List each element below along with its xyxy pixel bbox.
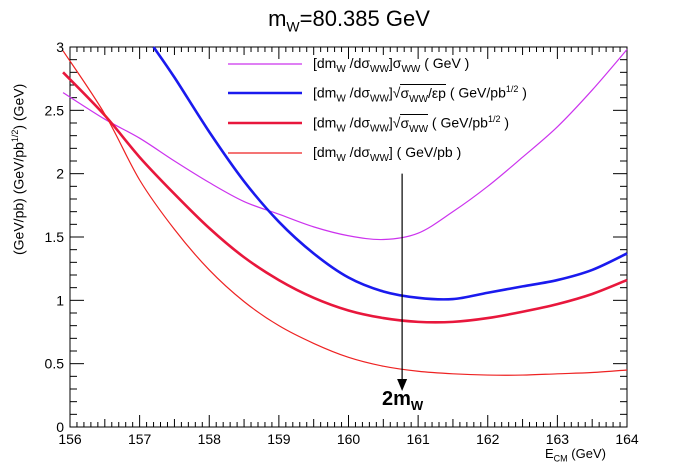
- x-tick-label: 157: [128, 431, 152, 447]
- x-tick-label: 163: [546, 431, 570, 447]
- legend-entry-sqrt-sigma: [dmW /dσWW]√σWW ( GeV/pb1/2 ): [313, 113, 510, 135]
- y-axis-label: (GeV/pb) (GeV/pb1/2) (GeV): [10, 83, 27, 255]
- y-tick-label: 0: [56, 419, 64, 435]
- y-tick-label: 1.5: [45, 229, 65, 245]
- annotation-arrow: [397, 173, 408, 391]
- x-axis-label: ECM (GeV): [545, 446, 606, 464]
- series-sigma-line: [62, 49, 628, 241]
- legend-entry-sqrt-sigma-eps: [dmW /dσWW]√σWW/εp ( GeV/pb1/2 ): [313, 83, 527, 105]
- y-tick-label: 2: [56, 166, 64, 182]
- series-group: [62, 46, 628, 376]
- x-tick-label: 159: [267, 431, 291, 447]
- x-tick-label: 164: [615, 431, 639, 447]
- legend-lines: [228, 63, 302, 154]
- legend-entry-plain: [dmW /dσWW] ( GeV/pb ): [313, 144, 462, 164]
- chart-title: mW=80.385 GeV: [268, 6, 430, 35]
- y-tick-label: 0.5: [45, 356, 65, 372]
- axis-tick-labels: 156 157 158 159 160 161 162 163 164 0 0.5 1 1.5 2 2.5 3: [45, 39, 639, 447]
- legend-entry-sigma: [dmW /dσWW]σWW ( GeV ): [313, 55, 470, 75]
- x-tick-label: 162: [476, 431, 500, 447]
- arrow-head: [397, 379, 408, 391]
- x-tick-label: 161: [406, 431, 430, 447]
- series-sqrt-sigma-eps-line: [152, 46, 628, 301]
- x-tick-label: 160: [337, 431, 361, 447]
- y-tick-label: 3: [56, 39, 64, 55]
- x-tick-label: 158: [198, 431, 222, 447]
- series-sqrt-sigma-line: [62, 71, 628, 324]
- series-plain-line: [62, 50, 628, 376]
- y-tick-label: 2.5: [45, 102, 65, 118]
- x-tick-label: 156: [58, 431, 82, 447]
- annotation-2mw: 2mW: [382, 388, 424, 413]
- y-tick-label: 1: [56, 292, 64, 308]
- axis-ticks: [69, 46, 628, 428]
